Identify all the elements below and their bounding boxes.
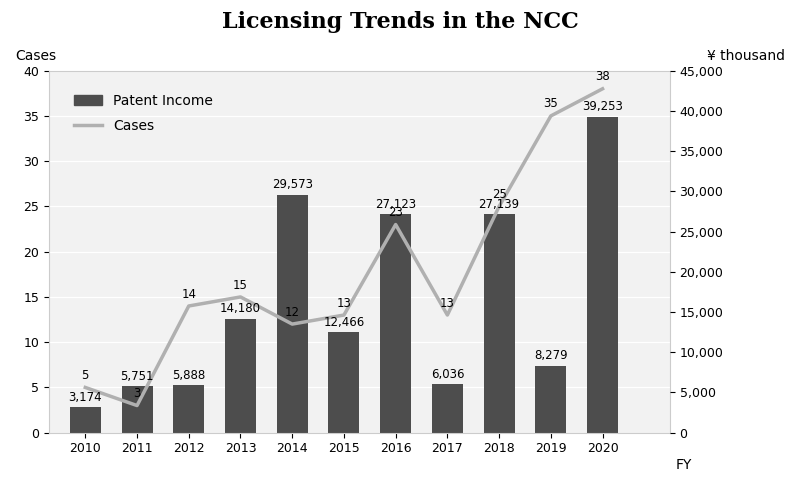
Text: 23: 23 [388, 206, 403, 219]
Bar [225, 319, 256, 433]
Text: 5,888: 5,888 [172, 369, 206, 382]
Bar [70, 407, 101, 433]
Bar [122, 386, 153, 433]
Text: 6,036: 6,036 [430, 367, 464, 381]
Bar [329, 332, 359, 433]
Text: 13: 13 [337, 297, 351, 309]
Bar [380, 215, 411, 433]
Text: 25: 25 [492, 188, 506, 201]
Bar [535, 366, 566, 433]
Text: 3,174: 3,174 [69, 390, 102, 404]
Bar [174, 386, 204, 433]
Text: 5,751: 5,751 [120, 370, 154, 383]
Text: 29,573: 29,573 [272, 178, 313, 191]
Bar [277, 195, 308, 433]
Legend: Patent Income, Cases: Patent Income, Cases [69, 88, 218, 139]
Text: 3: 3 [134, 387, 141, 400]
Text: 15: 15 [233, 279, 248, 291]
Text: 14,180: 14,180 [220, 302, 261, 315]
Text: Licensing Trends in the NCC: Licensing Trends in the NCC [222, 11, 578, 33]
Bar [587, 117, 618, 433]
Text: 13: 13 [440, 297, 455, 309]
Text: 39,253: 39,253 [582, 101, 623, 113]
Text: 27,139: 27,139 [478, 198, 520, 211]
Text: 14: 14 [182, 287, 196, 301]
Text: 27,123: 27,123 [375, 198, 416, 211]
Bar [483, 214, 514, 433]
Text: 35: 35 [543, 98, 558, 110]
Text: ¥ thousand: ¥ thousand [707, 49, 785, 63]
Text: 5: 5 [82, 369, 89, 382]
Text: Cases: Cases [15, 49, 56, 63]
Text: 12,466: 12,466 [323, 316, 365, 329]
Bar [432, 384, 463, 433]
Text: 8,279: 8,279 [534, 349, 568, 363]
Text: 38: 38 [595, 70, 610, 83]
Text: FY: FY [676, 458, 692, 472]
Text: 12: 12 [285, 305, 300, 319]
